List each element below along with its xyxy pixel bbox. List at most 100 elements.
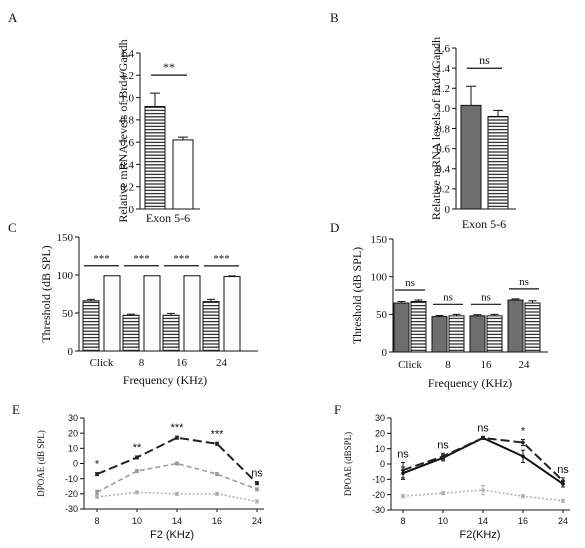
bar bbox=[82, 300, 100, 352]
significance-label: *** bbox=[133, 253, 150, 265]
bar bbox=[103, 275, 121, 352]
y-tick-label: -10 bbox=[372, 474, 385, 484]
data-point bbox=[175, 461, 179, 466]
panel-letter-c: C bbox=[8, 220, 17, 235]
data-point bbox=[561, 479, 565, 483]
significance-label: ns bbox=[397, 448, 409, 460]
significance-label: ns bbox=[405, 277, 415, 289]
significance-label: ** bbox=[163, 60, 175, 74]
data-point bbox=[95, 472, 99, 476]
x-tick-label: 10 bbox=[438, 516, 448, 526]
y-axis-label: Relative mRNA levels of Brd4/Gapdh bbox=[429, 37, 443, 220]
data-point bbox=[561, 499, 565, 503]
y-tick-label: 20 bbox=[375, 428, 385, 438]
x-axis-label: F2 (KHz) bbox=[150, 529, 194, 541]
y-tick-label: 0 bbox=[68, 346, 74, 358]
y-tick-label: 100 bbox=[371, 272, 388, 284]
bar bbox=[162, 314, 180, 352]
significance-label: ns bbox=[437, 439, 449, 451]
y-tick-label: -10 bbox=[65, 474, 78, 484]
significance-label: *** bbox=[211, 428, 225, 440]
data-point bbox=[215, 441, 219, 446]
significance-label: ** bbox=[133, 442, 142, 454]
bar bbox=[460, 104, 482, 210]
y-tick-label: 30 bbox=[375, 413, 385, 423]
bar bbox=[507, 299, 524, 353]
data-point bbox=[175, 492, 179, 496]
data-point bbox=[135, 455, 139, 460]
y-tick-label: 150 bbox=[57, 232, 74, 244]
y-tick-label: 0.4 bbox=[120, 159, 134, 171]
x-axis-label: Frequency (KHz) bbox=[123, 373, 207, 387]
data-point bbox=[521, 494, 525, 499]
y-tick-label: 1.4 bbox=[436, 63, 450, 75]
data-point bbox=[481, 436, 485, 440]
y-axis-label: DPOAE (dB SPL) bbox=[36, 430, 46, 497]
x-tick-label: 14 bbox=[172, 516, 182, 526]
bar bbox=[469, 315, 486, 353]
bar bbox=[202, 301, 220, 352]
significance-label: *** bbox=[213, 253, 230, 265]
data-point bbox=[135, 490, 139, 495]
panel-letter-f: F bbox=[334, 402, 341, 417]
panel-c: 0 50 100 150 Threshold (dB SPL) Frequency (KH… bbox=[39, 232, 258, 387]
x-tick-label: 8 bbox=[139, 357, 145, 369]
data-point bbox=[481, 488, 485, 492]
y-tick-label: 100 bbox=[57, 270, 74, 282]
significance-label: *** bbox=[93, 253, 110, 265]
x-axis-label: Frequency (KHz) bbox=[428, 376, 512, 390]
y-axis-label: Relative mRNA levels of Brd4/Gapdh bbox=[116, 39, 130, 222]
y-axis-label: Threshold (dB SPL) bbox=[39, 245, 53, 342]
y-tick-label: 20 bbox=[68, 428, 78, 438]
bar bbox=[448, 315, 465, 353]
data-point bbox=[255, 487, 259, 492]
data-point bbox=[215, 472, 219, 476]
bar bbox=[487, 115, 509, 210]
bar bbox=[524, 302, 541, 353]
x-tick-label: Click bbox=[90, 357, 114, 369]
data-point bbox=[441, 491, 445, 495]
y-tick-label: 0.4 bbox=[436, 164, 450, 176]
x-axis-label: Exon 5-6 bbox=[462, 217, 506, 231]
x-tick-label: 24 bbox=[519, 359, 531, 371]
data-point bbox=[441, 454, 445, 459]
y-tick-label: 0.8 bbox=[436, 123, 450, 135]
y-tick-label: 0 bbox=[445, 204, 451, 216]
y-tick-label: 1.0 bbox=[436, 103, 450, 115]
series-line bbox=[402, 436, 564, 485]
x-tick-label: 24 bbox=[252, 516, 262, 526]
panel-e: -30 -20 -10 0 10 20 30 DPOAE (dB SPL) F2 (KHz) 8 1… bbox=[36, 413, 264, 541]
y-axis-label: Threshold (dB SPL) bbox=[350, 247, 364, 344]
significance-label: * bbox=[521, 425, 526, 437]
y-axis-label: DPOAE (dBSPL) bbox=[343, 432, 353, 496]
bar bbox=[143, 275, 161, 352]
significance-label: ns bbox=[519, 276, 529, 288]
significance-label: ns bbox=[481, 291, 491, 303]
series-line bbox=[96, 436, 258, 484]
y-tick-label: 0.8 bbox=[120, 115, 134, 127]
x-tick-label: 24 bbox=[558, 516, 568, 526]
data-point bbox=[135, 469, 139, 473]
data-point bbox=[255, 499, 259, 504]
y-tick-label: 1.6 bbox=[436, 43, 450, 55]
y-tick-label: 0 bbox=[129, 204, 135, 216]
data-point bbox=[401, 468, 405, 472]
series-line bbox=[402, 436, 564, 482]
bar bbox=[183, 275, 201, 352]
bar bbox=[122, 314, 140, 352]
y-tick-label: 0.2 bbox=[436, 184, 450, 196]
bar bbox=[144, 105, 166, 210]
x-tick-label: 8 bbox=[445, 359, 451, 371]
data-point bbox=[401, 494, 405, 499]
significance-label: ns bbox=[251, 468, 263, 480]
data-point bbox=[175, 435, 179, 440]
x-tick-label: 8 bbox=[400, 516, 405, 526]
panel-f: -30 -20 -10 0 10 20 30 DPOAE (dBSPL) F2(KHz) 8 10 1… bbox=[343, 413, 570, 541]
panel-letter-d: D bbox=[330, 220, 339, 235]
x-tick-label: 16 bbox=[176, 357, 188, 369]
data-point bbox=[215, 492, 219, 496]
data-point bbox=[255, 481, 259, 486]
y-tick-label: 1.2 bbox=[436, 83, 450, 95]
